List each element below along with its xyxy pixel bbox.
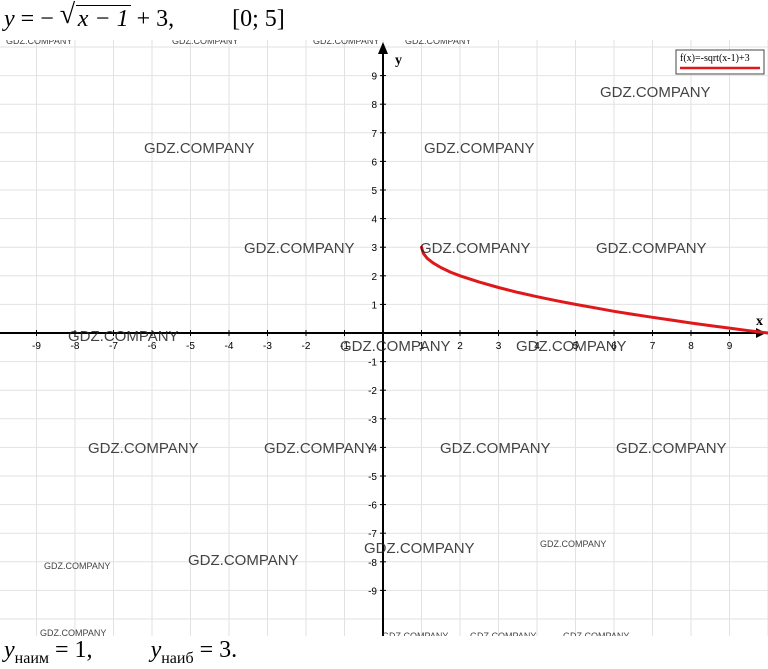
watermark-text: GDZ.COMPANY [44, 561, 110, 571]
watermark-text: GDZ.COMPANY [440, 440, 551, 457]
watermark-text: GDZ.COMPANY [244, 240, 355, 257]
y-max-value: = 3. [200, 637, 238, 663]
y-tick-label: 6 [371, 157, 377, 168]
x-tick-label: 2 [457, 341, 463, 352]
y-tick-label: 1 [371, 300, 377, 311]
result-line: yнаим = 1, yнаиб = 3. [4, 634, 237, 666]
y-axis-label: y [395, 53, 402, 68]
y-tick-label: -3 [368, 415, 377, 426]
y-tick-label: -7 [368, 529, 377, 540]
watermark-text: GDZ.COMPANY [405, 40, 471, 46]
watermark-text: GDZ.COMPANY [424, 140, 535, 157]
watermark-text: GDZ.COMPANY [88, 440, 199, 457]
y-max-subscript: наиб [161, 650, 193, 667]
watermark-text: GDZ.COMPANY [68, 328, 179, 345]
watermark-text: GDZ.COMPANY [382, 631, 448, 636]
x-tick-label: -3 [263, 341, 272, 352]
y-tick-label: 4 [371, 215, 377, 226]
watermark-text: GDZ.COMPANY [188, 552, 299, 569]
watermark-text: GDZ.COMPANY [563, 631, 629, 636]
legend-entry: f(x)=-sqrt(x-1)+3 [680, 53, 750, 64]
x-tick-label: 9 [727, 341, 733, 352]
watermark-text: GDZ.COMPANY [313, 40, 379, 46]
watermark-text: GDZ.COMPANY [144, 140, 255, 157]
watermark-text: GDZ.COMPANY [470, 631, 536, 636]
x-tick-label: 7 [650, 341, 656, 352]
formula-interval: [0; 5] [232, 6, 285, 32]
y-tick-label: -8 [368, 558, 377, 569]
x-axis-label: x [756, 314, 763, 329]
watermark-text: GDZ.COMPANY [420, 240, 531, 257]
y-tick-label: -1 [368, 358, 377, 369]
watermark-text: GDZ.COMPANY [540, 539, 606, 549]
watermark-text: GDZ.COMPANY [364, 540, 475, 557]
x-tick-label: 3 [496, 341, 502, 352]
watermark-text: GDZ.COMPANY [600, 84, 711, 101]
y-tick-label: -9 [368, 586, 377, 597]
y-tick-label: 8 [371, 100, 377, 111]
watermark-text: GDZ.COMPANY [172, 40, 238, 46]
y-tick-label: -2 [368, 386, 377, 397]
formula-equals-minus: = − [21, 6, 54, 32]
y-min-subscript: наим [15, 650, 49, 667]
y-tick-label: 5 [371, 186, 377, 197]
watermark-text: GDZ.COMPANY [596, 240, 707, 257]
radical-sign-icon: √ [60, 0, 75, 32]
x-tick-label: -5 [186, 341, 195, 352]
y-axis-arrow-icon [378, 42, 388, 54]
watermark-text: GDZ.COMPANY [6, 40, 72, 46]
x-tick-label: -9 [32, 341, 41, 352]
x-tick-label: -2 [302, 341, 311, 352]
y-tick-label: 3 [371, 243, 377, 254]
y-tick-label: 9 [371, 72, 377, 83]
y-tick-label: -6 [368, 501, 377, 512]
y-tick-label: 7 [371, 129, 377, 140]
function-formula: y = − √ x − 1 + 3, [0; 5] [4, 2, 285, 36]
watermark-text: GDZ.COMPANY [340, 338, 451, 355]
function-curve [422, 247, 768, 333]
watermark-text: GDZ.COMPANY [616, 440, 727, 457]
y-max-var: y [151, 637, 162, 663]
formula-tail: + 3, [137, 6, 175, 32]
formula-radicand: x − 1 [76, 5, 131, 32]
x-tick-label: 8 [688, 341, 694, 352]
watermark-text: GDZ.COMPANY [516, 338, 627, 355]
formula-y: y [4, 6, 15, 32]
square-root: √ x − 1 [60, 2, 131, 36]
y-tick-label: -5 [368, 472, 377, 483]
x-tick-label: -4 [225, 341, 234, 352]
y-min-value: = 1, [55, 637, 93, 663]
watermark-text: GDZ.COMPANY [264, 440, 375, 457]
y-tick-label: 2 [371, 272, 377, 283]
y-min-var: y [4, 637, 15, 663]
